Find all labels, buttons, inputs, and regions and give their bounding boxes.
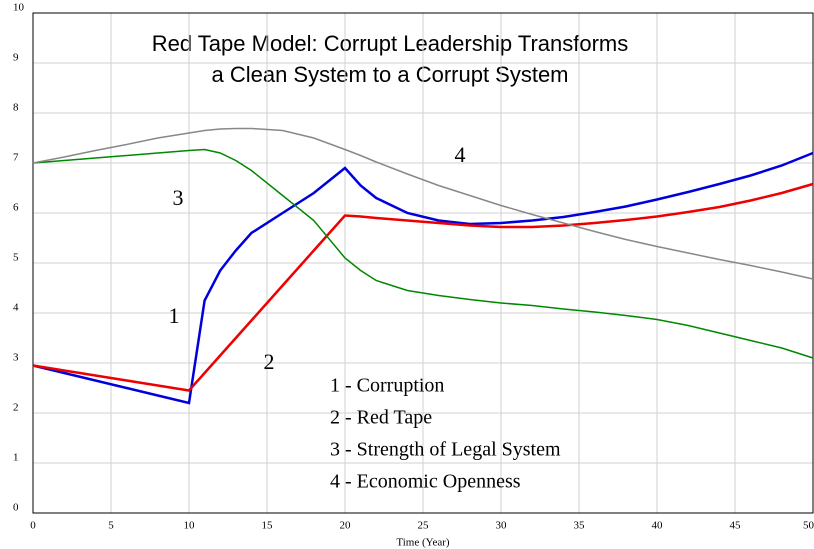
x-tick-label: 25 (418, 520, 430, 532)
line-annotation: 2 (264, 349, 275, 374)
legend-entry: 4 - Economic Openness (330, 471, 521, 493)
legend-entry: 2 - Red Tape (330, 407, 432, 429)
y-tick-label: 10 (13, 2, 25, 14)
line-annotation: 3 (173, 185, 184, 210)
y-tick-label: 1 (13, 452, 19, 464)
series-line (32, 127, 814, 280)
x-tick-label: 15 (262, 520, 274, 532)
x-tick-label: 5 (108, 520, 114, 532)
chart-title: a Clean System to a Corrupt System (211, 62, 568, 87)
series-line (32, 151, 814, 405)
x-tick-label: 50 (803, 520, 814, 532)
x-tick-label: 10 (184, 520, 196, 532)
x-axis-label: Time (Year) (396, 537, 450, 549)
y-tick-label: 8 (13, 102, 19, 114)
x-tick-label: 45 (730, 520, 742, 532)
x-tick-label: 30 (496, 520, 508, 532)
x-tick-label: 0 (30, 520, 36, 532)
chart-title: Red Tape Model: Corrupt Leadership Trans… (152, 31, 629, 56)
legend-entry: 3 - Strength of Legal System (330, 439, 561, 461)
y-tick-label: 4 (13, 302, 19, 314)
y-tick-label: 5 (13, 252, 19, 264)
y-tick-label: 9 (13, 52, 19, 64)
line-annotation: 4 (455, 142, 466, 167)
x-tick-label: 40 (652, 520, 664, 532)
line-annotation: 1 (169, 303, 180, 328)
y-tick-label: 6 (13, 202, 19, 214)
plot-border (32, 12, 814, 514)
y-tick-label: 3 (13, 352, 19, 364)
legend-entry: 1 - Corruption (330, 375, 444, 397)
x-tick-label: 20 (340, 520, 352, 532)
y-tick-label: 7 (13, 152, 19, 164)
y-tick-label: 0 (13, 502, 19, 514)
x-tick-label: 35 (574, 520, 586, 532)
y-tick-label: 2 (13, 402, 19, 414)
series-line (32, 148, 814, 359)
series-line (32, 182, 814, 392)
